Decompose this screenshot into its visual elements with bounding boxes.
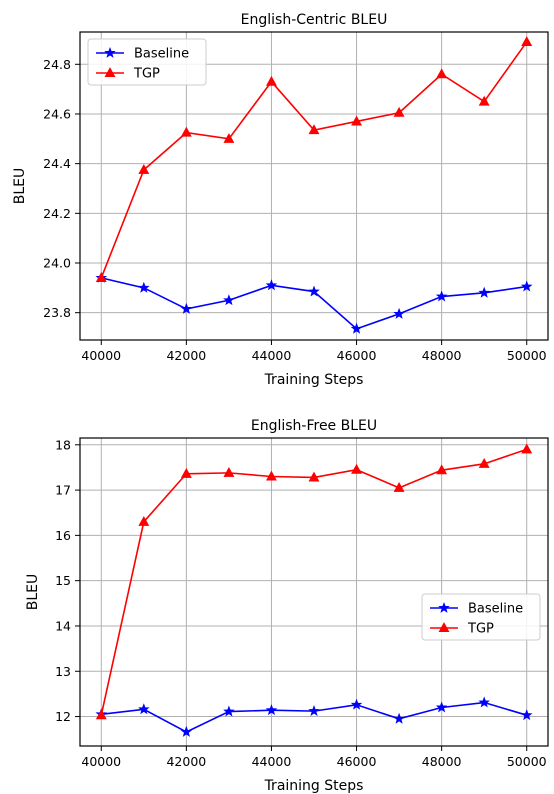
y-tick-label: 24.2 — [43, 206, 71, 221]
legend-label-baseline: Baseline — [134, 47, 189, 62]
data-point — [180, 467, 192, 478]
y-tick-label: 16 — [55, 528, 71, 543]
y-tick-label: 24.4 — [43, 156, 71, 171]
plot-frame — [79, 31, 549, 341]
y-tick-label: 12 — [55, 709, 71, 724]
data-point — [308, 471, 320, 482]
y-tick-label: 15 — [55, 573, 71, 588]
y-tick-label: 17 — [55, 483, 71, 498]
data-point — [95, 709, 107, 720]
data-point — [138, 515, 150, 526]
x-tick-label: 46000 — [337, 348, 377, 363]
data-point — [138, 281, 150, 293]
x-tick-label: 46000 — [337, 754, 377, 769]
data-point — [393, 482, 405, 492]
y-tick-label: 24.6 — [43, 106, 71, 121]
data-point — [266, 470, 277, 481]
data-point — [393, 307, 405, 319]
data-point — [521, 36, 533, 46]
data-point — [223, 467, 235, 477]
y-tick-label: 24.0 — [43, 256, 71, 271]
data-point — [265, 279, 278, 291]
legend-label-baseline: Baseline — [468, 602, 523, 617]
series-tgp — [95, 36, 533, 282]
series-baseline — [95, 696, 533, 737]
legend: Baseline TGP — [421, 593, 541, 641]
y-axis-label: BLEU — [12, 168, 28, 205]
data-point — [95, 272, 107, 282]
x-tick-label: 50000 — [507, 348, 547, 363]
data-point — [223, 705, 235, 717]
series-baseline — [95, 271, 533, 334]
x-axis-label: Training Steps — [264, 778, 364, 794]
data-point — [308, 124, 320, 135]
legend-marker-tgp — [104, 67, 116, 78]
chart-2: 40000 42000 44000 46000 48000 50000 12 13 14 15 16… — [25, 418, 549, 794]
legend-label-tgp: TGP — [467, 622, 494, 637]
x-tick-label: 44000 — [252, 754, 292, 769]
data-point — [478, 95, 490, 106]
legend: Baseline TGP — [87, 38, 207, 86]
data-point — [351, 463, 362, 474]
y-tick-label: 13 — [55, 664, 71, 679]
y-tick-label: 18 — [55, 437, 71, 452]
data-point — [308, 705, 320, 717]
series-line-tgp — [100, 448, 527, 716]
data-point — [350, 698, 363, 710]
x-axis-label: Training Steps — [264, 372, 364, 388]
series-tgp — [95, 443, 533, 720]
data-point — [138, 164, 150, 174]
x-tick-label: 48000 — [422, 348, 462, 363]
legend-label-tgp: TGP — [133, 67, 160, 82]
data-point — [436, 68, 448, 79]
data-point — [180, 126, 192, 137]
legend-marker-baseline — [438, 601, 450, 613]
data-point — [435, 701, 448, 713]
data-point — [350, 322, 363, 334]
data-point — [478, 286, 490, 298]
data-point — [393, 712, 405, 724]
data-point — [138, 703, 150, 715]
data-point — [478, 457, 490, 468]
data-point — [435, 290, 448, 302]
data-point — [265, 704, 278, 716]
x-tick-label: 50000 — [507, 754, 547, 769]
x-tick-label: 42000 — [166, 348, 206, 363]
chart-1: 40000 42000 44000 46000 48000 50000 23.8 24.0 24… — [12, 12, 549, 388]
x-tick-label: 42000 — [166, 754, 206, 769]
y-tick-label: 14 — [55, 618, 71, 633]
plot-frame — [79, 437, 549, 747]
legend-marker-baseline — [104, 46, 116, 58]
legend-marker-tgp — [438, 622, 450, 633]
y-tick-label: 23.8 — [43, 305, 71, 320]
y-tick-label: 24.8 — [43, 57, 71, 72]
data-point — [436, 464, 448, 475]
data-point — [180, 725, 193, 737]
data-point — [308, 285, 320, 297]
data-point — [520, 280, 533, 292]
x-tick-label: 48000 — [422, 754, 462, 769]
data-point — [223, 132, 235, 143]
y-axis-label: BLEU — [25, 574, 41, 611]
chart-title: English-Centric BLEU — [241, 12, 388, 28]
data-point — [351, 115, 362, 126]
chart-title: English-Free BLEU — [251, 418, 377, 434]
x-tick-label: 40000 — [81, 348, 121, 363]
data-point — [521, 443, 533, 454]
data-point — [223, 294, 235, 306]
data-point — [520, 709, 533, 721]
x-tick-label: 44000 — [252, 348, 292, 363]
data-point — [393, 106, 405, 117]
x-tick-label: 40000 — [81, 754, 121, 769]
data-point — [266, 75, 277, 86]
data-point — [478, 696, 490, 708]
data-point — [180, 302, 193, 314]
